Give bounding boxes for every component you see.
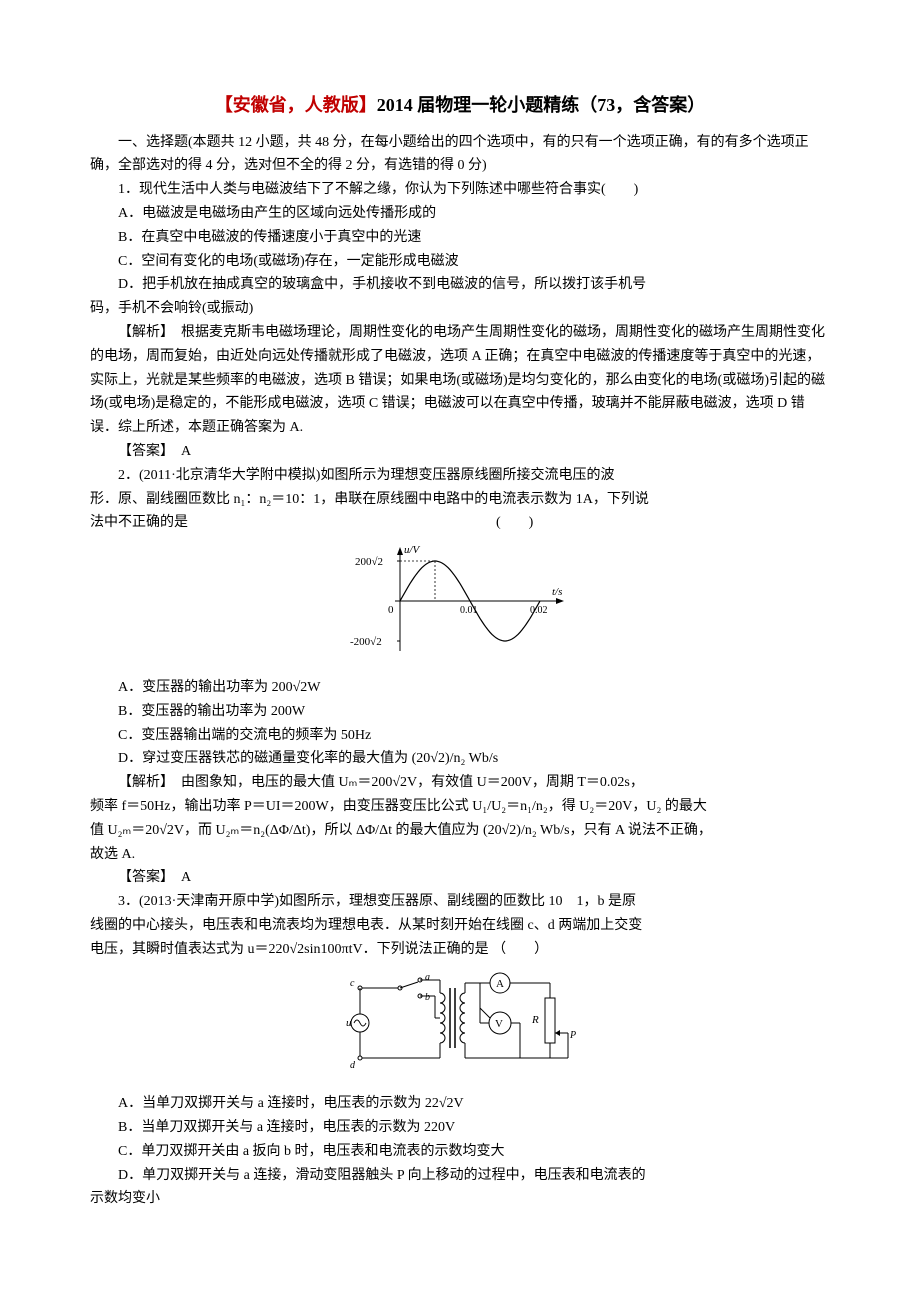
q2-option-c: C．变压器输出端的交流电的频率为 50Hz (90, 724, 830, 748)
q1-option-a: A．电磁波是电磁场由产生的区域向远处传播形成的 (90, 202, 830, 226)
q3-stem-line1: 3．(2013·天津南开原中学)如图所示，理想变压器原、副线圈的匝数比 10 1… (90, 890, 830, 914)
q1-explanation: 【解析】 根据麦克斯韦电磁场理论，周期性变化的电场产生周期性变化的磁场，周期性变… (90, 321, 830, 440)
q2-exp-line2: 频率 f＝50Hz，输出功率 P＝UI＝200W，由变压器变压比公式 U₁/U₂… (90, 795, 830, 819)
svg-text:P: P (569, 1030, 576, 1041)
q2-exp-line3: 值 U₂ₘ＝20√2V，而 U₂ₘ＝n₂(ΔΦ/Δt)，所以 ΔΦ/Δt 的最大… (90, 819, 830, 843)
svg-text:0.02: 0.02 (530, 605, 548, 616)
q3-option-a: A．当单刀双掷开关与 a 连接时，电压表的示数为 22√2V (90, 1092, 830, 1116)
svg-text:-200√2: -200√2 (350, 636, 382, 648)
svg-text:A: A (496, 978, 504, 990)
q2-option-b: B．变压器的输出功率为 200W (90, 700, 830, 724)
transformer-circuit: c ab u d A R P V (340, 968, 580, 1078)
svg-text:b: b (425, 992, 430, 1003)
q1-option-d-line2: 码，手机不会响铃(或振动) (90, 297, 830, 321)
q3-circuit: c ab u d A R P V (90, 968, 830, 1087)
q2-stem-line2: 形．原、副线圈匝数比 n₁：n₂＝10：1，串联在原线圈中电路中的电流表示数为 … (90, 488, 830, 512)
page-title: 【安徽省，人教版】2014 届物理一轮小题精练（73，含答案） (90, 90, 830, 121)
sine-wave-chart: u/V t/s 200√2 0 -200√2 0.01 0.02 (350, 541, 570, 661)
q1-option-b: B．在真空中电磁波的传播速度小于真空中的光速 (90, 226, 830, 250)
svg-text:t/s: t/s (552, 586, 562, 598)
q2-option-a: A．变压器的输出功率为 200√2W (90, 676, 830, 700)
svg-text:V: V (495, 1018, 503, 1030)
svg-text:u: u (346, 1017, 352, 1029)
svg-text:200√2: 200√2 (355, 556, 383, 568)
svg-text:d: d (350, 1060, 356, 1071)
q2-exp-line4: 故选 A. (90, 843, 830, 867)
q3-stem-line2: 线圈的中心接头，电压表和电流表均为理想电表．从某时刻开始在线圈 c、d 两端加上… (90, 914, 830, 938)
q3-option-d-line2: 示数均变小 (90, 1187, 830, 1211)
q3-stem-line3: 电压，其瞬时值表达式为 u＝220√2sin100πtV．下列说法正确的是 （ … (90, 938, 830, 962)
q2-chart: u/V t/s 200√2 0 -200√2 0.01 0.02 (90, 541, 830, 670)
q2-stem-line3: 法中不正确的是 ( ) (90, 511, 830, 535)
q1-answer: 【答案】 A (90, 440, 830, 464)
q3-option-b: B．当单刀双掷开关与 a 连接时，电压表的示数为 220V (90, 1116, 830, 1140)
q1-option-d-line1: D．把手机放在抽成真空的玻璃盒中，手机接收不到电磁波的信号，所以拨打该手机号 (90, 273, 830, 297)
svg-text:c: c (350, 978, 355, 989)
q2-answer: 【答案】 A (90, 866, 830, 890)
svg-text:a: a (425, 972, 430, 983)
title-black: 2014 届物理一轮小题精练（73，含答案） (377, 95, 706, 115)
title-red: 【安徽省，人教版】 (215, 95, 377, 115)
svg-text:0: 0 (388, 604, 394, 616)
q3-option-d-line1: D．单刀双掷开关与 a 连接，滑动变阻器触头 P 向上移动的过程中，电压表和电流… (90, 1164, 830, 1188)
svg-text:0.01: 0.01 (460, 605, 478, 616)
svg-text:u/V: u/V (404, 544, 421, 556)
svg-text:R: R (531, 1014, 539, 1026)
q3-option-c: C．单刀双掷开关由 a 扳向 b 时，电压表和电流表的示数均变大 (90, 1140, 830, 1164)
section-header: 一、选择题(本题共 12 小题，共 48 分，在每小题给出的四个选项中，有的只有… (90, 131, 830, 179)
q1-option-c: C．空间有变化的电场(或磁场)存在，一定能形成电磁波 (90, 250, 830, 274)
q2-exp-line1: 【解析】 由图象知，电压的最大值 Uₘ＝200√2V，有效值 U＝200V，周期… (90, 771, 830, 795)
q2-option-d: D．穿过变压器铁芯的磁通量变化率的最大值为 (20√2)/n₂ Wb/s (90, 747, 830, 771)
q2-stem-line1: 2．(2011·北京清华大学附中模拟)如图所示为理想变压器原线圈所接交流电压的波 (90, 464, 830, 488)
q1-stem: 1．现代生活中人类与电磁波结下了不解之缘，你认为下列陈述中哪些符合事实( ) (90, 178, 830, 202)
